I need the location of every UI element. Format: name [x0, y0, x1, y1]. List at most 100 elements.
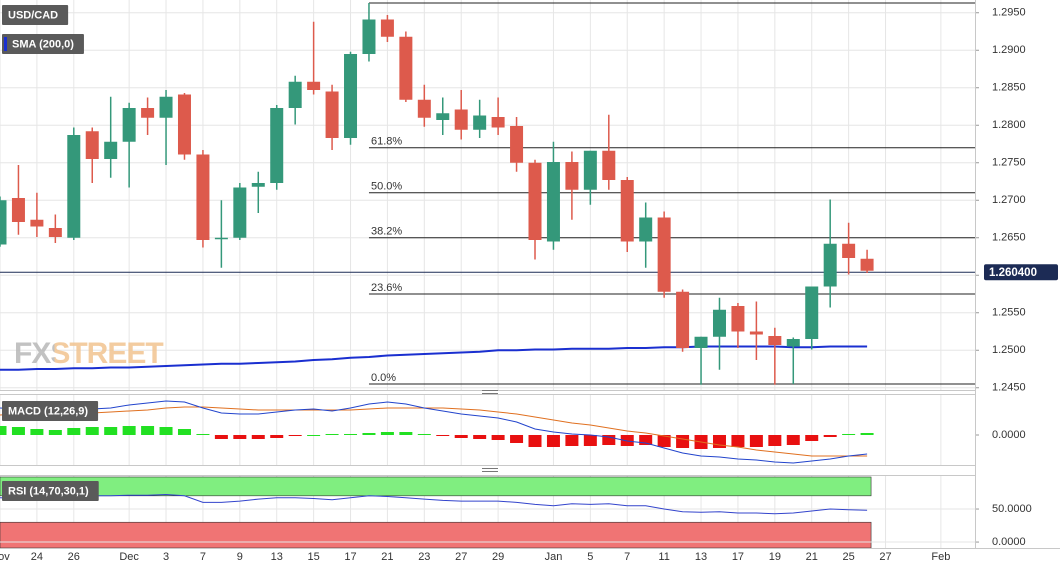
- x-tick-label: 13: [695, 551, 707, 563]
- y-tick-label: 1.2500: [992, 344, 1026, 356]
- oversold-band: [0, 521, 872, 549]
- histogram-bar: [454, 435, 468, 438]
- candle-body: [11, 198, 25, 222]
- candle-body: [639, 217, 653, 242]
- x-tick-label: 15: [307, 551, 319, 563]
- legend-label: USD/CAD: [8, 9, 58, 21]
- x-tick-label: 19: [769, 551, 781, 563]
- candle-body: [583, 150, 597, 190]
- candle-body: [436, 113, 450, 120]
- overbought-band: [0, 476, 872, 497]
- histogram-bar: [805, 435, 819, 441]
- histogram-bar: [860, 433, 874, 435]
- histogram-bar: [731, 435, 745, 447]
- histogram-bar: [676, 435, 690, 448]
- histogram-bar: [528, 435, 542, 447]
- histogram-bar: [325, 434, 339, 435]
- x-tick-label: 7: [200, 551, 206, 563]
- candle-body: [860, 258, 874, 271]
- level-label: 0.0%: [371, 372, 396, 384]
- histogram-bar: [583, 435, 597, 446]
- histogram-bar: [288, 435, 302, 436]
- y-tick-label: 1.2450: [992, 382, 1026, 394]
- candle-body: [565, 162, 579, 190]
- histogram-bar: [768, 435, 782, 446]
- candle-body: [141, 108, 155, 118]
- histogram-bar: [380, 432, 394, 435]
- histogram-bar: [141, 426, 155, 435]
- histogram-bar: [436, 435, 450, 436]
- histogram-bar: [399, 432, 413, 435]
- histogram-bar: [565, 435, 579, 446]
- histogram-bar: [546, 435, 560, 447]
- level-label: 50.0%: [371, 181, 402, 193]
- histogram-bar: [823, 435, 837, 437]
- histogram-bar: [233, 435, 247, 439]
- histogram-bar: [842, 434, 856, 435]
- candle-body: [214, 237, 228, 240]
- x-tick-label: 26: [68, 551, 80, 563]
- candle-body: [805, 286, 819, 339]
- y-tick-label: 0.0000: [992, 429, 1026, 441]
- histogram-bar: [749, 435, 763, 447]
- level-label: 38.2%: [371, 226, 402, 238]
- x-tick-label: Feb: [931, 551, 950, 563]
- rsi-line: [0, 493, 868, 515]
- x-tick-label: 27: [455, 551, 467, 563]
- candle-body: [0, 200, 7, 245]
- candle-body: [399, 36, 413, 100]
- y-tick-label: 1.2800: [992, 119, 1026, 131]
- histogram-bar: [11, 427, 25, 435]
- y-tick-label: 0.0000: [992, 536, 1026, 548]
- histogram-bar: [177, 429, 191, 435]
- candle-body: [546, 162, 560, 242]
- y-tick-label: 1.2950: [992, 7, 1026, 19]
- candle-body: [473, 115, 487, 130]
- candle-body: [196, 154, 210, 240]
- candle-body: [48, 228, 62, 237]
- legend-entry: SMA (200,0): [2, 34, 84, 54]
- candle-body: [676, 291, 690, 348]
- histogram-bar: [786, 435, 800, 445]
- candle-body: [122, 108, 136, 142]
- legend-label: MACD (12,26,9): [8, 405, 88, 417]
- level-label: 61.8%: [371, 136, 402, 148]
- legend-entry: MACD (12,26,9): [2, 401, 99, 421]
- histogram-bar: [122, 426, 136, 435]
- histogram-bar: [67, 428, 81, 435]
- last-price-label: 1.260400: [989, 267, 1037, 279]
- last-price-box: [984, 264, 1058, 281]
- histogram-bar: [344, 434, 358, 435]
- candle-body: [823, 243, 837, 287]
- x-tick-label: Nov: [0, 551, 10, 563]
- legend-entry: USD/CAD: [2, 5, 69, 25]
- x-tick-label: 24: [31, 551, 43, 563]
- candle-body: [528, 162, 542, 240]
- histogram-bar: [417, 434, 431, 435]
- candle-body: [159, 96, 173, 118]
- y-tick-label: 1.2750: [992, 157, 1026, 169]
- x-tick-label: 29: [492, 551, 504, 563]
- candle-body: [177, 94, 191, 155]
- histogram-bar: [491, 435, 505, 440]
- resize-handle[interactable]: [482, 390, 498, 472]
- legend-label: SMA (200,0): [12, 38, 74, 50]
- x-tick-label: 7: [624, 551, 630, 563]
- candle-body: [694, 336, 708, 348]
- candle-body: [602, 150, 616, 180]
- legend-swatch: [4, 37, 7, 51]
- y-tick-label: 1.2900: [992, 44, 1026, 56]
- x-tick-label: Jan: [545, 551, 563, 563]
- candle-body: [67, 135, 81, 238]
- candle-body: [325, 91, 339, 138]
- candle-body: [104, 141, 118, 159]
- candle-body: [768, 336, 782, 345]
- candle-body: [344, 54, 358, 138]
- histogram-bar: [510, 435, 524, 443]
- legend-box: [2, 401, 99, 421]
- candle-body: [417, 99, 431, 118]
- histogram-bar: [48, 430, 62, 435]
- candle-body: [510, 126, 524, 163]
- x-tick-label: 25: [843, 551, 855, 563]
